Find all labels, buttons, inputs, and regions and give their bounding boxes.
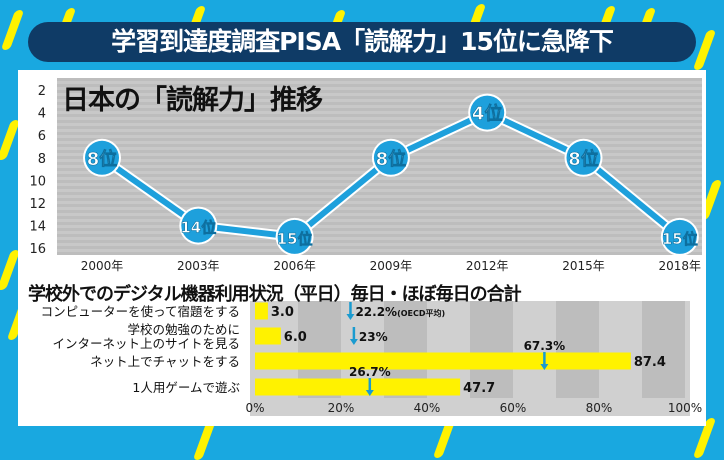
bar [255,352,631,370]
headline-banner: 学習到達度調査PISA「読解力」15位に急降下 [28,22,696,62]
gridline [57,84,702,87]
point-marker [277,219,312,254]
x-tick-label: 2012年 [466,259,509,273]
y-tick-label: 4 [38,107,46,122]
bar-grid-band [556,301,599,398]
category-label: コンピューターを使って宿題をする [41,304,240,319]
y-tick-label: 10 [29,174,46,189]
oecd-arrow-head [346,314,355,320]
bar-grid-band [642,301,685,398]
gridline [57,132,702,135]
x-axis-tick-label: 80% [586,401,613,415]
gridline [57,240,702,243]
y-tick-label: 16 [29,242,46,257]
y-tick-label: 2 [38,84,46,99]
bar [255,378,461,396]
point-marker [85,140,119,175]
category-label: 学校の勉強のために [127,322,240,337]
charts-svg: 2 4 6 8 10 12 14 16 2000年 2003年 2006年 2009年 2012年 201… [29,78,702,416]
bar-value-label: 47.7 [463,381,495,396]
x-axis-tick-label: 0% [245,401,264,415]
point-marker [373,140,408,175]
x-tick-label: 2009年 [370,259,413,273]
x-axis-tick-label: 40% [414,401,441,415]
bar-value-label: 6.0 [284,330,307,345]
gridline [57,138,702,141]
y-tick-label: 6 [38,129,46,144]
point-label: 15位 [662,230,698,248]
point-marker [181,208,216,243]
x-tick-label: 2015年 [562,259,605,273]
point-label: 8位 [568,148,599,170]
gridline [57,252,702,255]
gridline [57,174,702,177]
bar [255,302,268,320]
gridline [57,180,702,183]
point-label: 4位 [472,103,503,125]
gridline [57,120,702,123]
x-tick-label: 2003年 [177,259,220,273]
y-tick-label: 8 [38,152,46,167]
bar [255,327,281,345]
gridline [57,114,702,117]
gridline [57,126,702,129]
oecd-arrow-head [540,364,549,370]
bar-value-label: 87.4 [634,355,666,370]
gridline [57,204,702,207]
gridline [57,108,702,111]
gridline [57,90,702,93]
x-axis-tick-label: 60% [500,401,527,415]
gridline [57,78,702,81]
oecd-value-label: 26.7% [349,365,391,379]
oecd-arrow-head [365,390,374,396]
point-marker [662,219,697,254]
category-label: ネット上でチャットをする [90,354,240,369]
y-tick-label: 14 [29,220,46,235]
line-chart-title: 日本の「読解力」推移 [62,85,323,116]
gridline [57,102,702,105]
oecd-arrow-head [349,339,358,345]
gridline [57,210,702,213]
x-axis-tick-label: 20% [328,401,355,415]
point-label: 8位 [376,148,407,170]
oecd-value-label: 67.3% [524,339,566,353]
bar-value-label: 3.0 [271,305,294,320]
point-label: 15位 [277,230,313,248]
gridline [57,96,702,99]
bar-chart-title: 学校外でのデジタル機器利用状況（平日）毎日・ほぼ毎日の合計 [28,284,522,305]
category-label: インターネット上のサイトを見る [52,336,240,351]
x-tick-label: 2018年 [659,259,702,273]
oecd-value-label: 23% [359,330,388,344]
oecd-note: (OECD平均) [397,308,445,318]
point-marker [470,95,505,130]
category-label: 1人用ゲームで遊ぶ [132,380,240,395]
gridline [57,228,702,231]
gridline [57,222,702,225]
oecd-value-label: 22.2%(OECD平均) [355,305,445,319]
bar-grid-band [470,301,513,398]
x-axis-tick-label: 100% [668,401,702,415]
y-tick-label: 12 [29,197,46,212]
gridline [57,216,702,219]
gridline [57,186,702,189]
x-tick-label: 2006年 [273,259,316,273]
gridline [57,198,702,201]
point-marker [566,140,601,175]
x-tick-label: 2000年 [81,259,124,273]
point-label: 14位 [180,219,216,237]
gridline [57,246,702,249]
gridline [57,192,702,195]
point-label: 8位 [87,148,118,170]
gridline [57,234,702,237]
